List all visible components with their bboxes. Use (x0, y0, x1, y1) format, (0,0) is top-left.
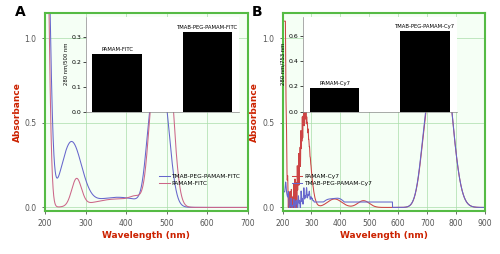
Y-axis label: Absorbance: Absorbance (13, 82, 22, 142)
PAMAM-FITC (65, 199, 71, 202)
PAMAM-Cy7 (314, 203, 320, 206)
Line: TMAB-PEG-PAMAM-FITC: TMAB-PEG-PAMAM-FITC (45, 13, 248, 208)
TMAB-PEG-PAMAM-FITC (128, 197, 134, 200)
Text: A: A (14, 5, 26, 19)
TMAB-PEG-PAMAM-Cy7 (478, 206, 484, 209)
PAMAM-FITC (42, 11, 48, 14)
PAMAM-Cy7 (280, 20, 285, 23)
PAMAM-FITC (244, 206, 250, 209)
TMAB-PEG-PAMAM-FITC (65, 144, 71, 147)
PAMAM-FITC (77, 183, 83, 186)
TMAB-PEG-PAMAM-FITC (244, 206, 250, 209)
TMAB-PEG-PAMAM-Cy7 (456, 175, 462, 178)
TMAB-PEG-PAMAM-Cy7 (280, 197, 285, 200)
Legend: PAMAM-Cy7, TMAB-PEG-PAMAM-Cy7: PAMAM-Cy7, TMAB-PEG-PAMAM-Cy7 (290, 171, 374, 188)
PAMAM-Cy7 (366, 202, 372, 205)
Text: B: B (252, 5, 263, 19)
TMAB-PEG-PAMAM-Cy7 (438, 41, 444, 44)
TMAB-PEG-PAMAM-FITC (218, 206, 224, 209)
Y-axis label: Absorbance: Absorbance (250, 82, 260, 142)
TMAB-PEG-PAMAM-Cy7 (366, 200, 372, 203)
PAMAM-FITC (128, 195, 134, 198)
PAMAM-Cy7 (285, 206, 291, 209)
TMAB-PEG-PAMAM-Cy7 (286, 206, 292, 209)
TMAB-PEG-PAMAM-Cy7 (302, 196, 308, 199)
Legend: TMAB-PEG-PAMAM-FITC, PAMAM-FITC: TMAB-PEG-PAMAM-FITC, PAMAM-FITC (157, 171, 242, 188)
TMAB-PEG-PAMAM-FITC (120, 196, 126, 199)
PAMAM-Cy7 (357, 200, 363, 203)
TMAB-PEG-PAMAM-FITC (42, 11, 48, 14)
X-axis label: Wavelength (nm): Wavelength (nm) (340, 231, 428, 240)
PAMAM-Cy7 (478, 206, 484, 209)
PAMAM-Cy7 (456, 175, 462, 178)
TMAB-PEG-PAMAM-FITC (240, 206, 246, 209)
TMAB-PEG-PAMAM-FITC (77, 159, 83, 162)
PAMAM-Cy7 (302, 116, 308, 119)
Line: PAMAM-Cy7: PAMAM-Cy7 (282, 21, 485, 208)
TMAB-PEG-PAMAM-Cy7 (482, 206, 488, 209)
TMAB-PEG-PAMAM-Cy7 (314, 200, 320, 203)
X-axis label: Wavelength (nm): Wavelength (nm) (102, 231, 190, 240)
Line: TMAB-PEG-PAMAM-Cy7: TMAB-PEG-PAMAM-Cy7 (282, 42, 485, 208)
PAMAM-FITC (218, 206, 224, 209)
PAMAM-FITC (240, 206, 246, 209)
Line: PAMAM-FITC: PAMAM-FITC (45, 13, 248, 208)
TMAB-PEG-PAMAM-Cy7 (357, 200, 363, 203)
PAMAM-FITC (120, 197, 126, 200)
PAMAM-Cy7 (482, 206, 488, 209)
